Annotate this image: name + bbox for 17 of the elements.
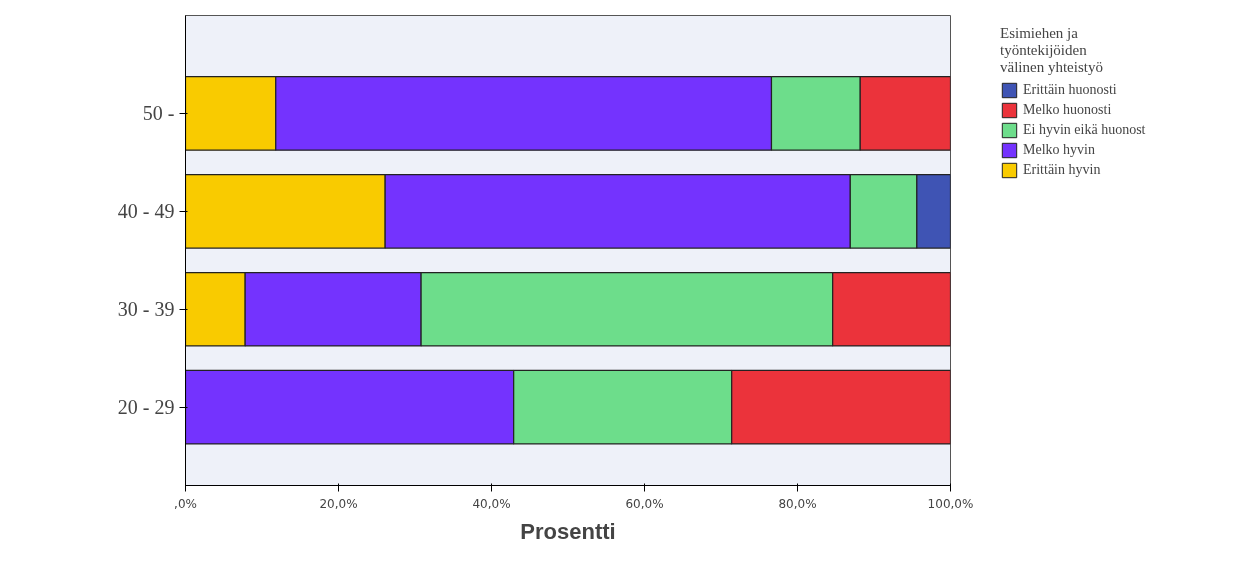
legend-label: Ei hyvin eikä huonost: [1023, 121, 1146, 139]
legend-title: Esimiehen ja työntekijöiden välinen yhteistyö: [1000, 25, 1104, 76]
y-tick-label: 20 - 29: [117, 396, 175, 419]
x-tick-label: 60,0%: [625, 496, 664, 511]
legend-label: Erittäin hyvin: [1023, 161, 1101, 179]
x-tick-label: ,0%: [174, 496, 197, 511]
legend-label: Melko huonosti: [1023, 101, 1112, 119]
legend-label: Melko hyvin: [1023, 141, 1095, 159]
x-tick-label: 40,0%: [472, 496, 511, 511]
x-axis-title: Prosentti: [520, 518, 616, 544]
y-tick-label: 50 -: [142, 102, 175, 125]
y-tick-label: 40 - 49: [117, 200, 175, 223]
x-tick-label: 100,0%: [927, 496, 974, 511]
x-tick-label: 20,0%: [319, 496, 358, 511]
y-tick-label: 30 - 39: [117, 298, 175, 321]
legend-label: Erittäin huonosti: [1023, 81, 1117, 99]
x-tick-label: 80,0%: [778, 496, 817, 511]
